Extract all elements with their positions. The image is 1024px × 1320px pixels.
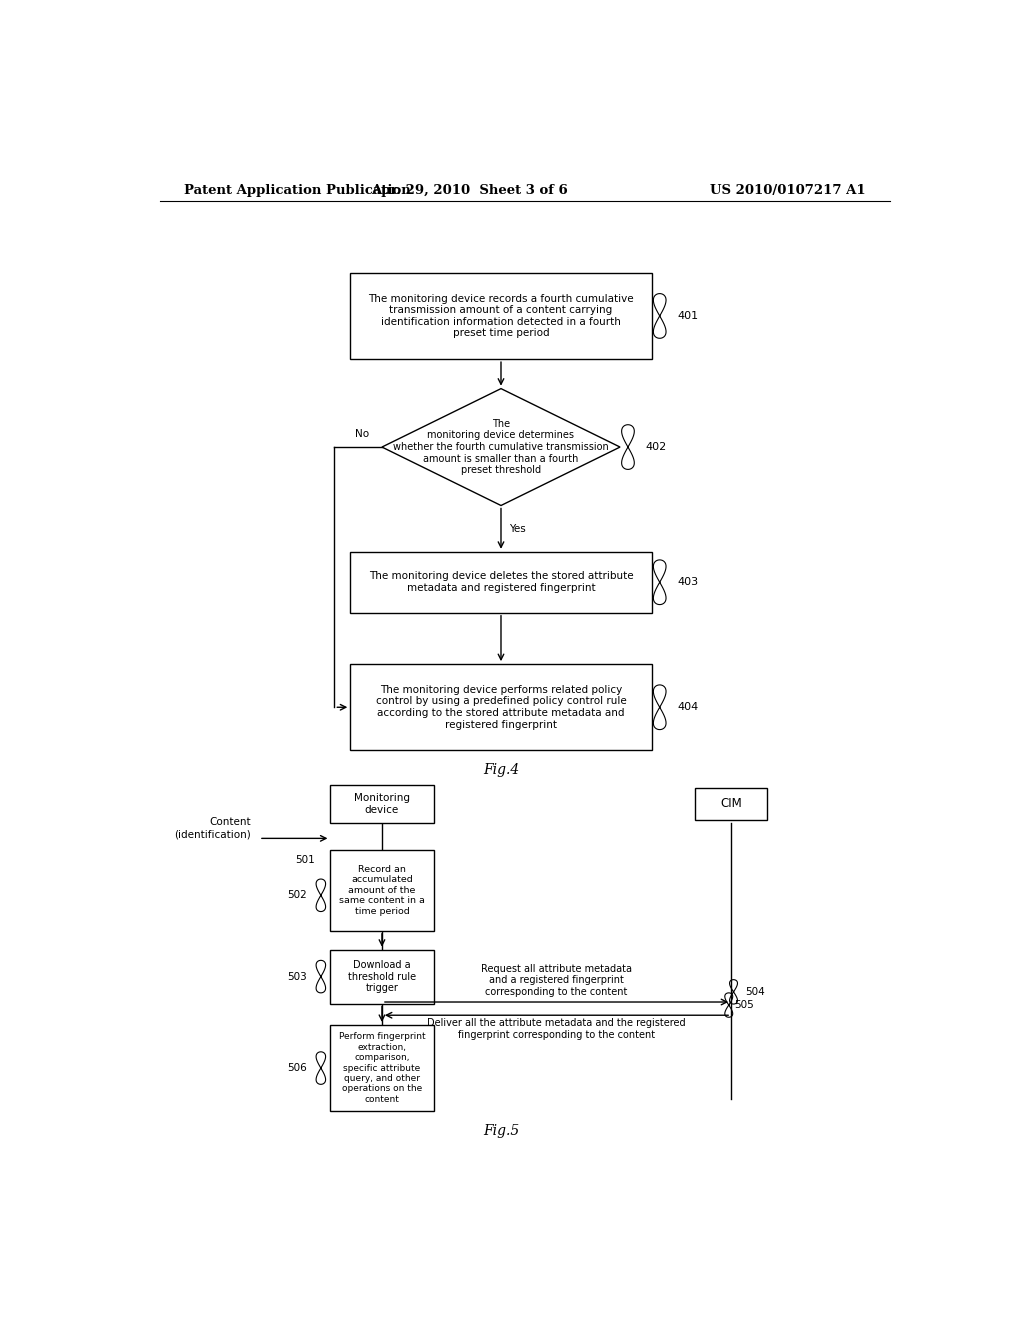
Text: 506: 506	[287, 1063, 306, 1073]
Text: 504: 504	[745, 987, 765, 997]
Text: Deliver all the attribute metadata and the registered
fingerprint corresponding : Deliver all the attribute metadata and t…	[427, 1018, 686, 1040]
Text: Fig.5: Fig.5	[483, 1125, 519, 1138]
Text: The monitoring device records a fourth cumulative
transmission amount of a conte: The monitoring device records a fourth c…	[369, 293, 634, 338]
FancyBboxPatch shape	[350, 273, 651, 359]
Text: 403: 403	[677, 577, 698, 587]
Text: 404: 404	[677, 702, 698, 713]
FancyBboxPatch shape	[695, 788, 767, 820]
FancyBboxPatch shape	[350, 552, 651, 612]
Text: Content
(identification): Content (identification)	[174, 817, 251, 840]
FancyBboxPatch shape	[331, 850, 433, 931]
Text: The monitoring device performs related policy
control by using a predefined poli: The monitoring device performs related p…	[376, 685, 627, 730]
Text: Request all attribute metadata
and a registered fingerprint
corresponding to the: Request all attribute metadata and a reg…	[481, 964, 632, 997]
FancyBboxPatch shape	[331, 784, 433, 824]
Text: CIM: CIM	[720, 797, 742, 810]
Text: 401: 401	[677, 312, 698, 321]
Text: US 2010/0107217 A1: US 2010/0107217 A1	[711, 183, 866, 197]
FancyBboxPatch shape	[331, 949, 433, 1003]
Text: Perform fingerprint
extraction,
comparison,
specific attribute
query, and other
: Perform fingerprint extraction, comparis…	[339, 1032, 425, 1104]
Text: Apr. 29, 2010  Sheet 3 of 6: Apr. 29, 2010 Sheet 3 of 6	[371, 183, 567, 197]
Text: Record an
accumulated
amount of the
same content in a
time period: Record an accumulated amount of the same…	[339, 865, 425, 916]
Text: 402: 402	[645, 442, 667, 451]
FancyBboxPatch shape	[331, 1024, 433, 1111]
Text: The
monitoring device determines
whether the fourth cumulative transmission
amou: The monitoring device determines whether…	[393, 418, 609, 475]
Text: Fig.4: Fig.4	[483, 763, 519, 777]
Text: Patent Application Publication: Patent Application Publication	[183, 183, 411, 197]
Text: Download a
threshold rule
trigger: Download a threshold rule trigger	[348, 960, 416, 993]
Text: Monitoring
device: Monitoring device	[354, 793, 410, 814]
FancyBboxPatch shape	[350, 664, 651, 751]
Text: No: No	[355, 429, 370, 440]
Text: 501: 501	[295, 854, 314, 865]
Text: The monitoring device deletes the stored attribute
metadata and registered finge: The monitoring device deletes the stored…	[369, 572, 633, 593]
Polygon shape	[382, 388, 620, 506]
Text: 505: 505	[734, 1001, 754, 1010]
Text: Yes: Yes	[509, 524, 525, 533]
Text: 502: 502	[287, 890, 306, 900]
Text: 503: 503	[287, 972, 306, 982]
